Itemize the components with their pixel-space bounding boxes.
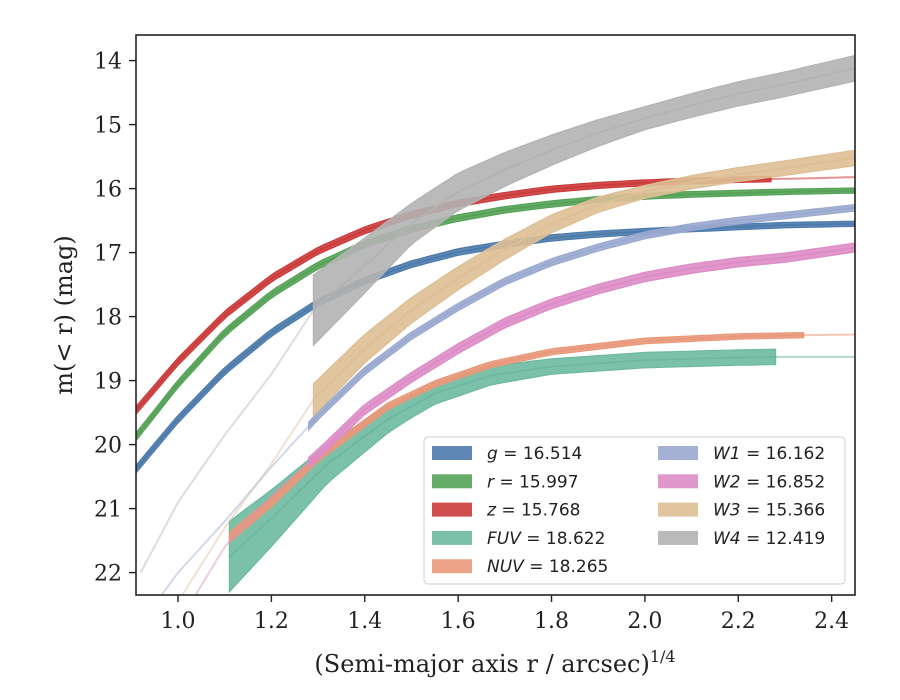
series-w1-band [308,203,855,432]
series-fuv-line [228,355,776,558]
series-w4-band [312,54,855,347]
series-w1-line [307,206,855,427]
x-axis-label: (Semi-major axis r / arcsec)1/4 [314,647,675,678]
legend-item-g: g = 16.514 [432,444,582,464]
x-axis-label-superscript: 1/4 [650,647,676,666]
y-tick-label: 16 [94,178,122,203]
legend-label: FUV = 18.622 [487,529,605,549]
y-tick-label: 20 [94,434,122,459]
legend-label: W1 = 16.162 [713,444,825,464]
x-tick-label: 1.4 [347,609,382,634]
x-axis: 1.0 1.2 1.4 1.6 1.8 2.0 2.2 2.4 [161,595,849,634]
legend-label: W2 = 16.852 [713,472,825,492]
legend-label: r = 15.997 [487,472,579,492]
legend-label: W3 = 15.366 [713,501,825,521]
y-axis-label: m(< r) (mag) [50,235,78,394]
legend-box [423,436,846,585]
series-r-line [136,189,855,439]
legend-swatch [658,446,698,460]
axes-frame [135,34,856,596]
x-axis-label-text: (Semi-major axis r / arcsec) [314,650,649,678]
legend-swatch [432,502,472,517]
x-tick-label: 2.2 [721,609,756,634]
y-tick-label: 17 [94,242,122,267]
series-w2-inner-extrapolation [194,461,310,595]
x-tick-label: 1.0 [161,609,196,634]
series-w3 [181,149,855,595]
series-w4-line [312,67,855,311]
legend-swatch [432,559,472,574]
y-tick-label: 18 [94,306,122,331]
series-w4 [139,54,855,574]
legend-label: z = 15.768 [486,501,580,521]
series-w2-band [308,242,855,469]
series-w3-band [312,149,855,418]
legend-label: W4 = 12.419 [713,529,825,549]
series-w2 [194,242,855,595]
series-z-outer-extrapolation [771,176,855,180]
series-z-band [136,175,772,416]
legend-item-w1: W1 = 16.162 [658,444,825,464]
x-tick-label: 1.2 [254,609,289,634]
series-w4-inner-extrapolation [139,309,315,574]
series-nuv-outer-extrapolation [803,333,855,337]
plot-area [136,54,855,595]
legend-item-w4: W4 = 12.419 [658,529,825,549]
legend-swatch [432,474,472,489]
y-tick-label: 15 [94,114,122,139]
legend-label: NUV = 18.265 [487,557,608,577]
legend-swatch [432,530,472,545]
legend-item-fuv: FUV = 18.622 [432,529,605,549]
y-tick-label: 14 [94,50,122,75]
series-w3-inner-extrapolation [181,399,315,595]
legend-item-z: z = 15.768 [432,501,580,521]
series-w1-inner-extrapolation [160,425,310,595]
y-tick-label: 21 [94,498,122,523]
legend-item-w2: W2 = 16.852 [658,472,825,492]
series-w2-line [308,246,855,464]
legend-swatch [658,530,698,545]
legend: g = 16.514 r = 15.997 z = 15.768 FUV = 18.6… [423,436,846,585]
x-tick-label: 2.4 [814,609,849,634]
legend-item-r: r = 15.997 [432,472,579,492]
y-tick-label: 19 [94,370,122,395]
x-tick-label: 1.6 [441,609,476,634]
y-axis: 14 15 16 17 18 19 20 21 22 [94,50,136,587]
legend-label: g = 16.514 [487,444,582,464]
legend-swatch [658,474,698,489]
series-w3-line [312,156,855,401]
series-w1 [160,203,855,595]
y-tick-label: 22 [94,562,122,587]
x-tick-label: 2.0 [627,609,662,634]
legend-swatch [432,446,472,460]
legend-item-w3: W3 = 15.366 [658,501,825,521]
legend-swatch [658,502,698,517]
legend-item-nuv: NUV = 18.265 [432,557,608,577]
x-tick-label: 1.8 [534,609,569,634]
